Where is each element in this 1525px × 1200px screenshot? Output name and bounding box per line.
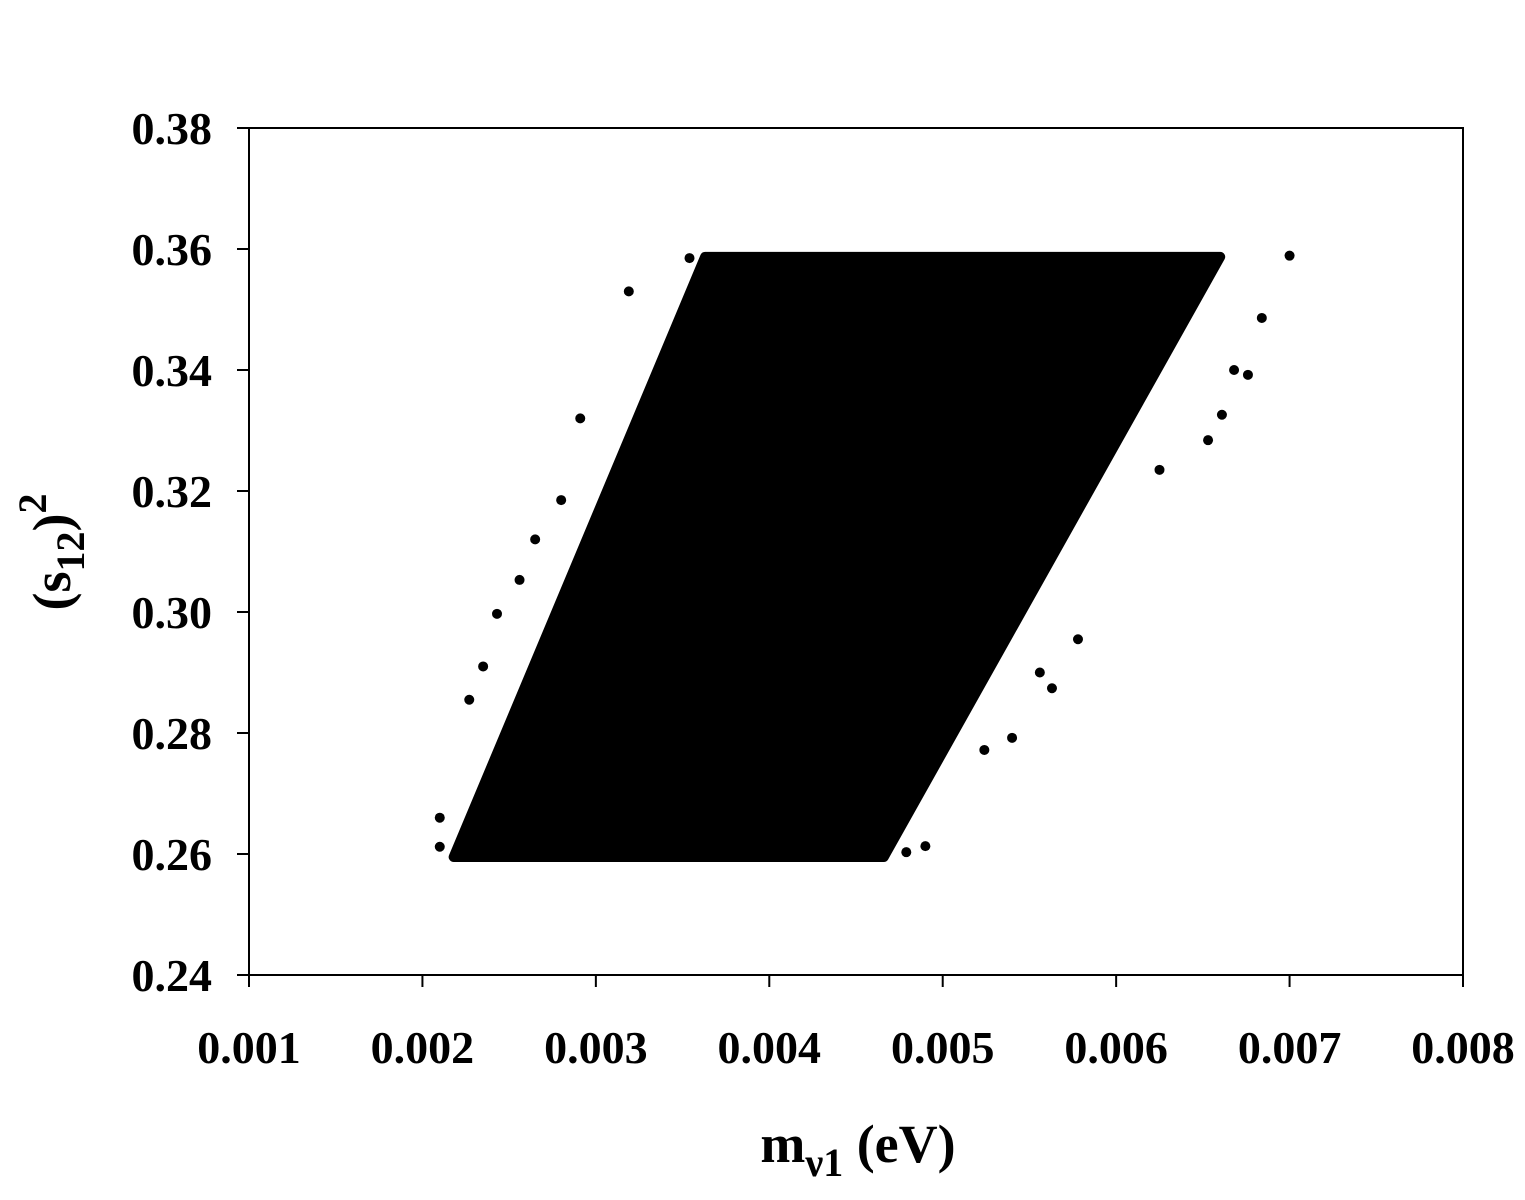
x-label-main: m <box>760 1114 805 1174</box>
point <box>1046 683 1057 694</box>
dense-region <box>448 251 1226 863</box>
x-tick-label: 0.007 <box>1238 1022 1342 1073</box>
point <box>1203 435 1214 446</box>
y-axis-label: (s12)2 <box>10 494 93 611</box>
point <box>644 395 655 406</box>
x-label-rest: (eV) <box>843 1114 955 1174</box>
point <box>556 495 567 506</box>
point <box>514 574 525 585</box>
y-label-close: ) <box>22 514 82 532</box>
point <box>1216 409 1227 420</box>
point <box>1072 634 1083 645</box>
x-tick-label: 0.001 <box>197 1022 301 1073</box>
point <box>1007 732 1018 743</box>
x-tick-label: 0.004 <box>718 1022 822 1073</box>
y-tick-label: 0.30 <box>132 587 213 638</box>
point <box>901 847 912 858</box>
point <box>464 694 475 705</box>
point <box>920 841 931 852</box>
y-tick-label: 0.36 <box>132 224 213 275</box>
point <box>1034 667 1045 678</box>
point <box>434 841 445 852</box>
point <box>478 661 489 672</box>
point <box>684 253 695 264</box>
x-tick-label: 0.003 <box>544 1022 648 1073</box>
point <box>575 413 586 424</box>
y-tick-label: 0.26 <box>132 829 213 880</box>
point <box>492 608 503 619</box>
x-axis-label: mν1 (eV) <box>760 1114 955 1185</box>
point <box>434 812 445 823</box>
x-tick-label: 0.006 <box>1064 1022 1168 1073</box>
x-label-sub: ν1 <box>804 1140 843 1185</box>
y-tick-label: 0.32 <box>132 466 213 517</box>
point <box>530 534 541 545</box>
y-label-sub: 12 <box>48 531 93 571</box>
plot-frame <box>248 127 1464 976</box>
x-tick-label: 0.008 <box>1411 1022 1515 1073</box>
point <box>623 286 634 297</box>
point <box>979 744 990 755</box>
y-label-open: (s <box>22 571 82 610</box>
point <box>1242 369 1253 380</box>
point <box>1154 464 1165 475</box>
y-label-sup: 2 <box>10 494 55 514</box>
x-tick-label: 0.002 <box>371 1022 475 1073</box>
point <box>1256 312 1267 323</box>
point <box>1229 365 1240 375</box>
x-tick-label: 0.005 <box>891 1022 995 1073</box>
point <box>1284 250 1295 261</box>
y-tick-label: 0.24 <box>132 950 213 1001</box>
y-tick-label: 0.38 <box>132 103 213 154</box>
y-tick-label: 0.34 <box>132 345 213 396</box>
y-tick-label: 0.28 <box>132 708 213 759</box>
